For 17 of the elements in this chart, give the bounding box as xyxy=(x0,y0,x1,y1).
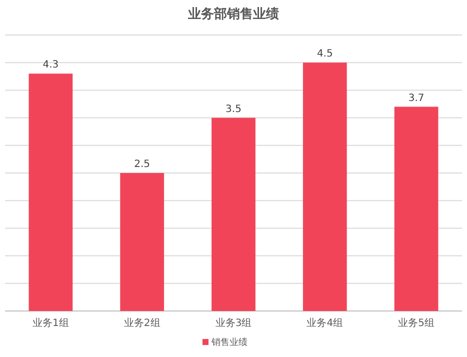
bar xyxy=(394,106,438,311)
data-label: 4.5 xyxy=(316,48,333,60)
data-label: 2.5 xyxy=(134,159,150,170)
data-label: 3.5 xyxy=(226,104,242,115)
chart-title: 业务部销售业绩 xyxy=(187,6,279,22)
legend-label: 销售业绩 xyxy=(210,337,248,348)
x-tick-label: 业务1组 xyxy=(32,317,69,329)
bar xyxy=(28,74,73,311)
bar xyxy=(212,118,256,311)
x-tick-label: 业务3组 xyxy=(215,317,252,329)
x-tick-label: 业务5组 xyxy=(398,317,434,329)
data-label: 3.7 xyxy=(408,92,424,104)
x-tick-label: 业务4组 xyxy=(306,317,344,329)
x-tick-label: 业务2组 xyxy=(124,317,160,329)
bar xyxy=(120,173,164,311)
data-label: 4.3 xyxy=(42,60,59,71)
bar xyxy=(302,62,347,311)
